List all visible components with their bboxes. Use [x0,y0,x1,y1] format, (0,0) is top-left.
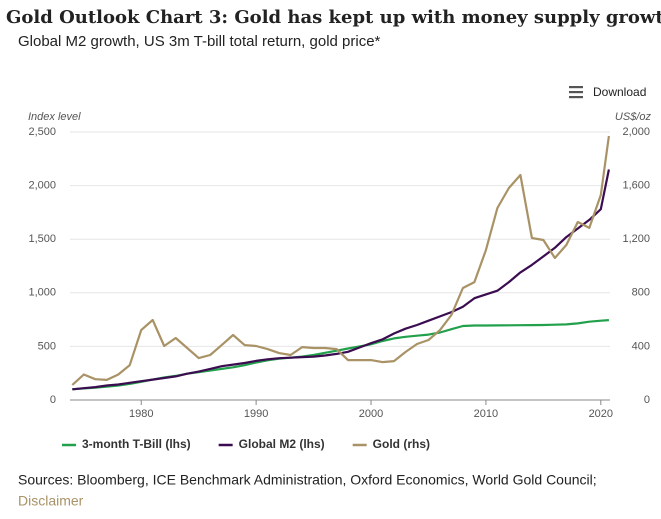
menu-icon [569,86,583,89]
y-tick-label: 2,000 [28,180,56,192]
download-label[interactable]: Download [593,85,646,99]
x-tick-label: 1980 [129,408,153,420]
menu-icon [569,91,583,94]
y-tick-label: 2,500 [28,126,56,138]
chart-title: Gold Outlook Chart 3: Gold has kept up w… [6,7,661,28]
x-tick-label: 2020 [589,408,613,420]
data-line [71,135,610,386]
y-tick-label: 0 [50,394,56,406]
y-tick-label: 1,000 [28,287,56,299]
x-tick-label: 2010 [474,408,498,420]
legend-label: Global M2 (lhs) [239,437,325,451]
y2-tick-label: 2,000 [622,126,650,138]
disclaimer-link[interactable]: Disclaimer [18,493,84,509]
legend-label: Gold (rhs) [373,437,430,451]
source-note: Sources: Bloomberg, ICE Benchmark Admini… [18,472,597,488]
y2-axis-title: US$/oz [615,111,652,123]
chart-subtitle: Global M2 growth, US 3m T-bill total ret… [18,33,381,50]
y2-tick-label: 0 [644,394,650,406]
y-tick-label: 1,500 [28,233,56,245]
y2-tick-label: 1,600 [622,180,650,192]
x-tick-label: 2000 [359,408,383,420]
data-line [72,169,610,391]
download-button[interactable]: Download [569,85,646,99]
legend-label: 3-month T-Bill (lhs) [82,437,191,451]
y2-tick-label: 400 [632,340,650,352]
y-tick-label: 500 [38,340,56,352]
y2-tick-label: 1,200 [622,233,650,245]
y2-tick-label: 800 [632,287,650,299]
menu-icon [569,96,583,99]
x-tick-label: 1990 [244,408,268,420]
y-axis-title: Index level [28,111,81,123]
